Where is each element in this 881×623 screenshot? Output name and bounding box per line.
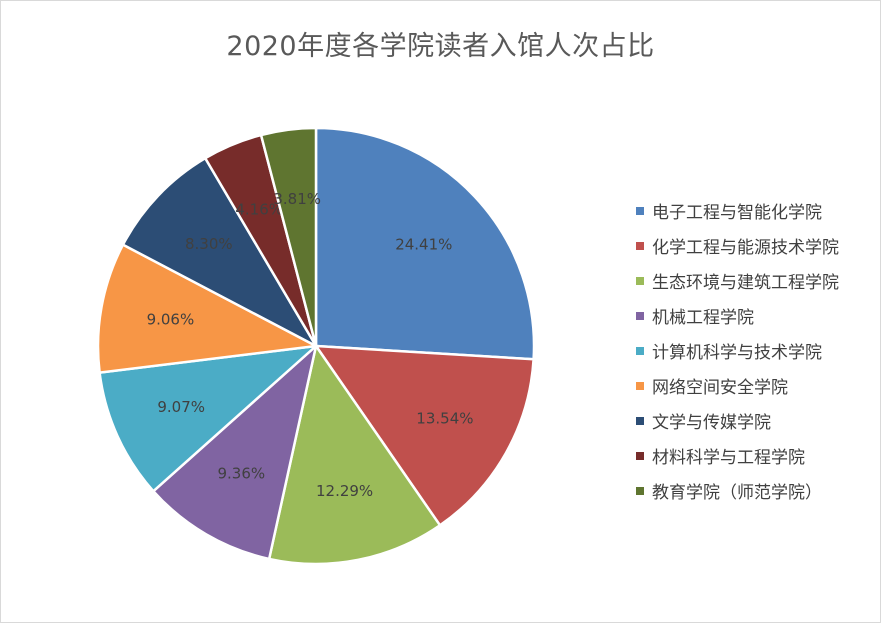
legend-label: 文学与传媒学院 xyxy=(652,413,771,433)
legend-label: 材料科学与工程学院 xyxy=(652,448,805,468)
legend-item-1: 电子工程与智能化学院 xyxy=(636,193,876,228)
legend-item-9: 教育学院（师范学院） xyxy=(636,473,876,508)
legend-item-4: 机械工程学院 xyxy=(636,298,876,333)
legend-item-3: 生态环境与建筑工程学院 xyxy=(636,263,876,298)
legend-item-7: 文学与传媒学院 xyxy=(636,403,876,438)
chart-legend: 电子工程与智能化学院 化学工程与能源技术学院 生态环境与建筑工程学院 机械工程学院计算… xyxy=(636,193,876,508)
pie-data-label-8: 4.16% xyxy=(235,200,283,218)
legend-swatch xyxy=(636,241,644,250)
pie-slice-9 xyxy=(259,126,318,348)
pie-data-label-4: 9.36% xyxy=(217,465,265,483)
legend-label: 生态环境与建筑工程学院 xyxy=(652,273,839,293)
legend-item-8: 材料科学与工程学院 xyxy=(636,438,876,473)
legend-swatch xyxy=(636,206,644,215)
pie-slice-7 xyxy=(121,156,318,348)
legend-item-6: 网络空间安全学院 xyxy=(636,368,876,403)
pie-slice-3 xyxy=(267,344,442,566)
pie-slice-4 xyxy=(152,344,318,561)
pie-slice-6 xyxy=(96,243,318,374)
pie-data-label-5: 9.07% xyxy=(157,398,205,416)
pie-data-label-3: 12.29% xyxy=(316,482,373,500)
legend-label: 教育学院（师范学院） xyxy=(652,483,822,503)
pie-slice-2 xyxy=(314,344,535,527)
legend-swatch xyxy=(636,451,644,460)
legend-label: 网络空间安全学院 xyxy=(652,378,788,398)
legend-item-2: 化学工程与能源技术学院 xyxy=(636,228,876,263)
pie-data-label-1: 24.41% xyxy=(395,236,452,254)
legend-swatch xyxy=(636,311,644,320)
legend-swatch xyxy=(636,416,644,425)
legend-item-5: 计算机科学与技术学院 xyxy=(636,333,876,368)
chart-title: 2020年度各学院读者入馆人次占比 xyxy=(226,31,655,62)
pie-slice-1 xyxy=(314,126,536,361)
legend-label: 化学工程与能源技术学院 xyxy=(652,238,839,258)
pie-data-label-2: 13.54% xyxy=(416,410,473,428)
pie-data-label-9: 3.81% xyxy=(273,190,321,208)
pie-slice-5 xyxy=(98,344,318,493)
legend-label: 计算机科学与技术学院 xyxy=(652,343,822,363)
legend-swatch xyxy=(636,486,644,495)
legend-swatch xyxy=(636,381,644,390)
legend-swatch xyxy=(636,346,644,355)
legend-label: 机械工程学院 xyxy=(652,308,754,328)
pie-data-label-7: 8.30% xyxy=(185,235,233,253)
legend-swatch xyxy=(636,276,644,285)
pie-data-label-6: 9.06% xyxy=(147,310,195,328)
legend-label: 电子工程与智能化学院 xyxy=(652,203,822,223)
